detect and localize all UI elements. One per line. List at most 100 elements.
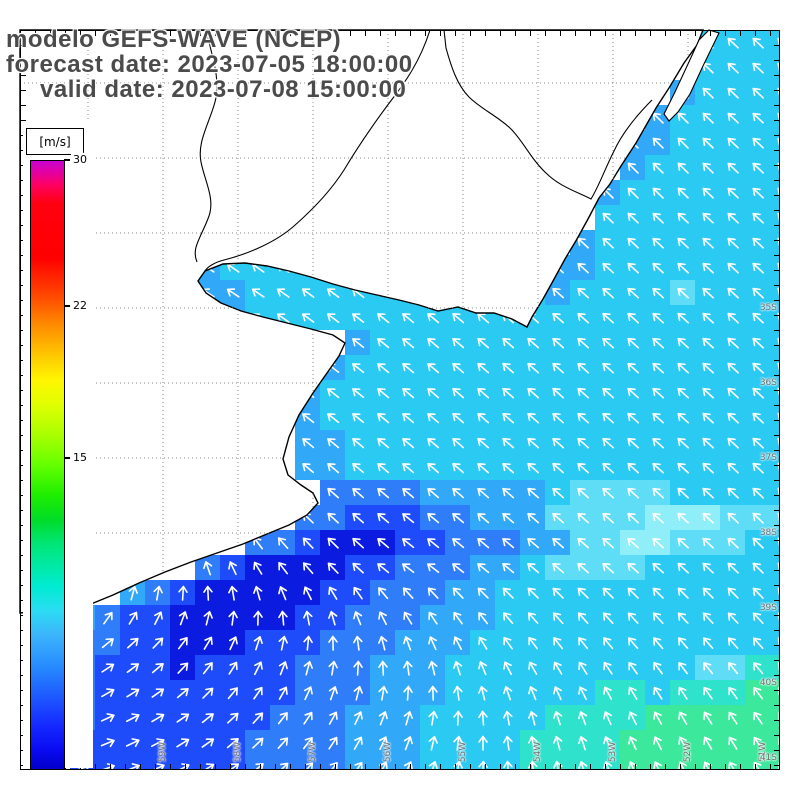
wave-cell	[545, 305, 570, 330]
wave-cell	[720, 630, 745, 655]
wave-cell	[370, 555, 395, 580]
wave-cell	[595, 455, 620, 480]
wave-cell	[295, 405, 320, 430]
wave-cell	[420, 255, 445, 280]
wave-cell	[245, 705, 270, 730]
wave-cell	[245, 655, 270, 680]
wave-cell	[170, 630, 195, 655]
wave-cell	[745, 505, 770, 530]
wave-cell	[345, 405, 370, 430]
wave-cell	[545, 355, 570, 380]
wave-cell	[270, 605, 295, 630]
wave-cell	[620, 605, 645, 630]
wave-cell	[720, 130, 745, 155]
wave-cell	[120, 730, 145, 755]
wave-cell	[345, 280, 370, 305]
wave-cell	[570, 330, 595, 355]
wave-cell	[470, 430, 495, 455]
wave-cell	[395, 455, 420, 480]
wave-cell	[520, 355, 545, 380]
wave-cell	[295, 680, 320, 705]
wave-cell	[745, 405, 770, 430]
wave-cell	[395, 555, 420, 580]
wave-cell	[520, 380, 545, 405]
wave-cell	[695, 455, 720, 480]
wave-cell	[495, 730, 520, 755]
wave-cell	[545, 505, 570, 530]
wave-cell	[270, 730, 295, 755]
wave-cell	[545, 430, 570, 455]
wave-cell	[470, 455, 495, 480]
wave-cell	[420, 605, 445, 630]
wave-cell	[320, 705, 345, 730]
wave-cell	[320, 380, 345, 405]
wave-cell	[170, 655, 195, 680]
wave-cell	[670, 480, 695, 505]
wave-cell	[570, 580, 595, 605]
wave-cell	[745, 180, 770, 205]
wave-cell	[270, 555, 295, 580]
wave-cell	[370, 430, 395, 455]
wave-cell	[620, 505, 645, 530]
wave-cell	[545, 280, 570, 305]
wave-cell	[445, 380, 470, 405]
wave-cell	[570, 555, 595, 580]
wave-cell	[470, 705, 495, 730]
wave-cell	[395, 305, 420, 330]
wave-cell	[170, 605, 195, 630]
wave-cell	[295, 430, 320, 455]
wave-cell	[570, 655, 595, 680]
wave-cell	[720, 455, 745, 480]
wave-cell	[220, 630, 245, 655]
wave-cell	[545, 330, 570, 355]
wave-cell	[570, 230, 595, 255]
wave-cell	[270, 705, 295, 730]
wave-cell	[345, 530, 370, 555]
wave-cell	[720, 605, 745, 630]
wave-cell	[195, 730, 220, 755]
wave-cell	[520, 255, 545, 280]
wave-cell	[645, 505, 670, 530]
wave-cell	[420, 580, 445, 605]
wave-cell	[695, 180, 720, 205]
wave-cell	[520, 530, 545, 555]
wave-cell	[445, 530, 470, 555]
wave-cell	[745, 655, 770, 680]
wave-cell	[745, 230, 770, 255]
wave-cell	[645, 405, 670, 430]
wave-cell	[420, 405, 445, 430]
wave-cell	[645, 605, 670, 630]
wave-cell	[370, 730, 395, 755]
wave-cell	[670, 680, 695, 705]
wave-cell	[320, 580, 345, 605]
wave-cell	[495, 630, 520, 655]
wave-cell	[670, 330, 695, 355]
wave-cell	[545, 580, 570, 605]
wave-cell	[570, 305, 595, 330]
wave-cell	[145, 730, 170, 755]
wave-cell	[645, 255, 670, 280]
wave-cell	[395, 655, 420, 680]
wave-cell	[95, 605, 120, 630]
wave-cell	[645, 105, 670, 130]
wave-cell	[520, 430, 545, 455]
wave-cell	[470, 355, 495, 380]
wave-cell	[670, 655, 695, 680]
wave-cell	[745, 305, 770, 330]
wave-cell	[495, 605, 520, 630]
title-valid-date: valid date: 2023-07-08 15:00:00	[40, 76, 407, 103]
wave-cell	[320, 655, 345, 680]
wave-cell	[670, 630, 695, 655]
wave-cell	[670, 205, 695, 230]
wave-cell	[520, 605, 545, 630]
wave-cell	[420, 380, 445, 405]
wave-cell	[595, 280, 620, 305]
wave-cell	[670, 305, 695, 330]
wave-cell	[195, 630, 220, 655]
wave-cell	[670, 505, 695, 530]
colorbar-unit-label: [m/s]	[39, 134, 71, 149]
wave-cell	[95, 705, 120, 730]
wave-cell	[595, 605, 620, 630]
wave-cell	[520, 455, 545, 480]
wave-cell	[395, 405, 420, 430]
